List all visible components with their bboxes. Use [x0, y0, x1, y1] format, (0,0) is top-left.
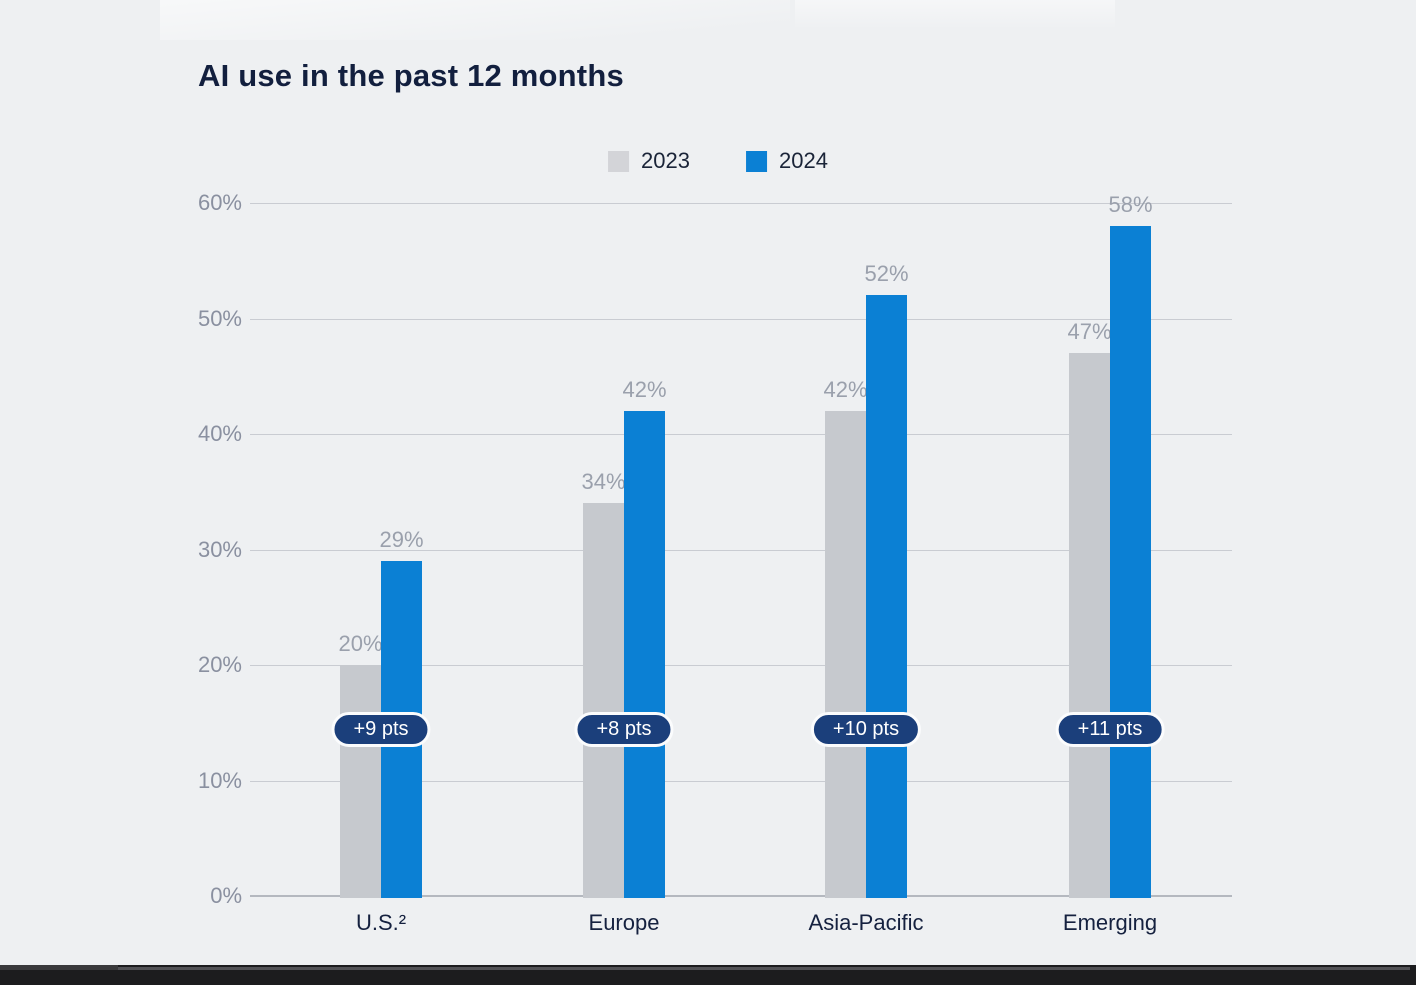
legend-item-2023: 2023 [608, 148, 690, 174]
y-axis-tick-10%: 10% [197, 767, 242, 793]
delta-badge-Europe: +8 pts [574, 712, 674, 747]
value-label-2024-Europe: 42% [622, 376, 667, 402]
legend-swatch-2024 [746, 150, 767, 172]
gridline-60% [250, 203, 1232, 204]
y-axis-tick-60%: 60% [197, 190, 242, 215]
gridline-40% [250, 434, 1232, 435]
bar-2024-Asia-Pacific [866, 295, 907, 898]
legend-label-2023: 2023 [641, 148, 690, 173]
bar-2023-Europe [583, 503, 624, 898]
delta-badge-Asia-Pacific: +10 pts [810, 712, 922, 747]
x-axis-label-Europe: Europe [588, 910, 660, 935]
value-label-2023-Asia-Pacific: 42% [823, 376, 868, 402]
value-label-2024-U.S.²: 29% [379, 527, 424, 553]
x-axis-label-Asia-Pacific: Asia-Pacific [808, 910, 924, 935]
legend: 2023 2024 [608, 148, 828, 174]
delta-badge-Emerging: +11 pts [1055, 712, 1165, 747]
gridline-20% [250, 665, 1232, 666]
value-label-2024-Emerging: 58% [1108, 192, 1153, 218]
value-label-2023-Europe: 34% [581, 469, 626, 495]
y-axis-tick-30%: 30% [197, 536, 242, 562]
bottom-bar-edge-right [118, 967, 1410, 970]
bar-2023-U.S.² [340, 665, 381, 898]
value-label-2023-Emerging: 47% [1067, 319, 1112, 345]
x-axis-label-Emerging: Emerging [1062, 910, 1158, 935]
legend-label-2024: 2024 [779, 148, 828, 173]
legend-item-2024: 2024 [746, 148, 828, 174]
bottom-bar-edge-left [0, 965, 118, 970]
bar-2023-Asia-Pacific [825, 410, 866, 898]
delta-badge-U.S.²: +9 pts [331, 712, 431, 747]
legend-swatch-2023 [608, 150, 630, 172]
value-label-2023-U.S.²: 20% [338, 631, 383, 656]
bar-2023-Emerging [1069, 353, 1110, 898]
chart-title: AI use in the past 12 months [198, 58, 624, 93]
bar-2024-Emerging [1110, 226, 1151, 898]
gridline-30% [250, 549, 1232, 551]
y-axis-tick-40%: 40% [197, 421, 242, 446]
value-label-2024-Asia-Pacific: 52% [864, 261, 909, 287]
bottom-bar [0, 965, 1416, 985]
y-axis-tick-50%: 50% [197, 305, 242, 331]
gridline-0% [250, 895, 1232, 897]
bar-2024-Europe [624, 410, 665, 898]
y-axis-tick-0%: 0% [210, 883, 242, 908]
x-axis-label-U.S.²: U.S.² [355, 910, 407, 935]
y-axis-tick-20%: 20% [197, 652, 242, 677]
gridline-50% [250, 318, 1232, 320]
gridline-10% [250, 780, 1232, 782]
